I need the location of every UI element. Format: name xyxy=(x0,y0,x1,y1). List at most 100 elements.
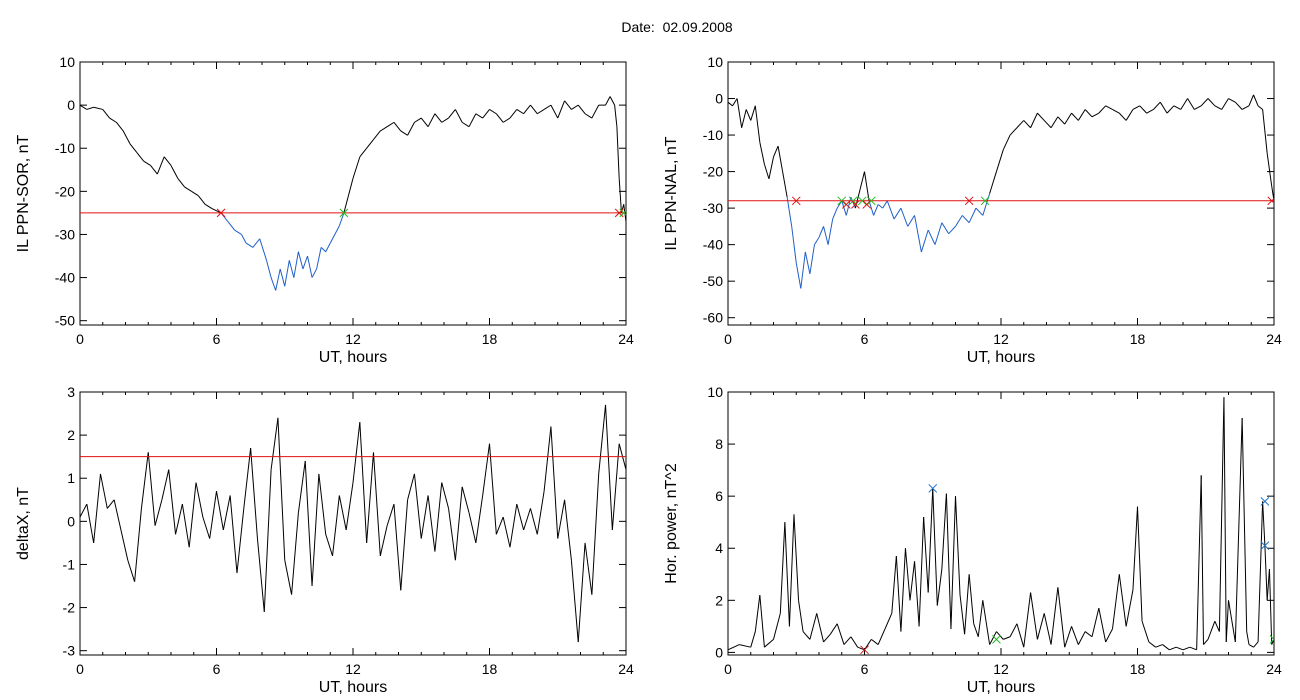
series-segment xyxy=(241,234,247,244)
x-axis-label: UT, hours xyxy=(967,349,1035,366)
series-segment xyxy=(204,203,213,210)
series-segment xyxy=(359,422,368,543)
series-segment xyxy=(786,197,793,227)
series-segment xyxy=(1118,574,1127,627)
series-segment xyxy=(113,499,122,531)
series-segment xyxy=(914,561,920,627)
series-segment xyxy=(1030,592,1038,640)
series-segment xyxy=(1248,644,1254,648)
series-segment xyxy=(320,247,327,253)
series-segment xyxy=(557,100,566,119)
series-segment xyxy=(1166,105,1175,114)
x-axis-label: UT, hours xyxy=(319,679,387,696)
series-segment xyxy=(564,100,572,110)
series-segment xyxy=(448,109,456,119)
series-segment xyxy=(1057,587,1066,648)
series-segment xyxy=(252,238,261,248)
chart-nal: 0 6 12 18 24 10 0 -10 -20 -30 -40 -50 -60 UT, hours IL… xyxy=(663,54,1282,366)
series-segment xyxy=(895,556,902,632)
series-segment xyxy=(1262,109,1268,154)
series-segment xyxy=(1257,105,1263,110)
series-segment xyxy=(143,160,151,166)
y-axis-label: deltaX, nT xyxy=(15,487,32,560)
x-axis-label: UT, hours xyxy=(967,679,1035,696)
series-segment xyxy=(136,152,145,162)
series-segment xyxy=(616,126,620,179)
series-segment xyxy=(882,200,888,209)
series-segment xyxy=(784,522,790,627)
series-segment xyxy=(120,529,129,561)
series-segment xyxy=(732,98,738,107)
series-segment xyxy=(886,200,895,220)
series-segment xyxy=(1218,397,1225,632)
series-segment xyxy=(1148,641,1157,648)
marker-stroke xyxy=(614,208,624,218)
y-tick-label: 10 xyxy=(707,384,723,400)
series-segment xyxy=(325,242,331,252)
series-segment xyxy=(263,469,272,612)
x-tick-label: 12 xyxy=(345,331,361,347)
marker-stroke xyxy=(216,208,226,218)
series-segment xyxy=(961,215,970,224)
x-tick-label: 6 xyxy=(861,661,869,677)
x-tick-label: 12 xyxy=(993,331,1009,347)
series-segment xyxy=(802,631,811,640)
series-segment xyxy=(777,145,784,172)
marker-stroke xyxy=(928,483,938,493)
series-segment xyxy=(564,499,572,561)
series-segment xyxy=(818,226,825,238)
series-segment xyxy=(1169,646,1177,651)
series-segment xyxy=(175,503,183,535)
series-segment xyxy=(745,109,752,121)
series-segment xyxy=(955,215,963,227)
series-segment xyxy=(407,122,415,136)
marker-green xyxy=(1269,635,1274,644)
marker-stroke xyxy=(1269,638,1274,644)
plot-frame xyxy=(727,61,1275,326)
series-segment xyxy=(989,631,997,645)
x-tick-label: 0 xyxy=(76,331,84,347)
series-segment xyxy=(1118,112,1127,121)
series-segment xyxy=(982,600,991,645)
series-segment xyxy=(955,496,961,596)
series-segment xyxy=(795,262,802,289)
series-segment xyxy=(1071,112,1079,121)
series-segment xyxy=(197,195,206,205)
marker-green xyxy=(980,196,990,206)
series-segment xyxy=(379,525,388,556)
series-segment xyxy=(536,491,545,535)
series-segment xyxy=(475,495,484,543)
series-segment xyxy=(468,512,477,544)
series-segment xyxy=(739,644,751,648)
series-segment xyxy=(380,126,388,132)
series-segment xyxy=(945,493,952,629)
series-segment xyxy=(102,109,110,119)
series-segment xyxy=(759,142,765,165)
marker-stroke xyxy=(857,196,867,206)
series-segment xyxy=(502,516,511,548)
series-segment xyxy=(1207,98,1216,107)
series-segment xyxy=(1228,98,1236,103)
series-segment xyxy=(93,473,101,543)
series-segment xyxy=(1228,600,1236,643)
series-segment xyxy=(800,251,806,289)
series-segment xyxy=(163,156,172,166)
series-segment xyxy=(900,207,909,227)
series-segment xyxy=(764,638,774,648)
series-segment xyxy=(1221,98,1229,110)
series-segment xyxy=(509,109,518,119)
series-segment xyxy=(502,117,511,123)
series-segment xyxy=(427,495,436,552)
series-segment xyxy=(386,121,395,128)
series-segment xyxy=(86,504,95,543)
series-segment xyxy=(754,595,761,632)
series-segment xyxy=(557,499,566,539)
series-segment xyxy=(900,548,906,632)
series-segment xyxy=(352,156,361,179)
y-tick-label: 0 xyxy=(67,513,75,529)
y-tick-label: 0 xyxy=(67,97,75,113)
y-tick-label: 3 xyxy=(67,384,75,400)
series-segment xyxy=(1091,608,1100,637)
series-segment xyxy=(959,595,966,635)
series-segment xyxy=(227,221,236,231)
